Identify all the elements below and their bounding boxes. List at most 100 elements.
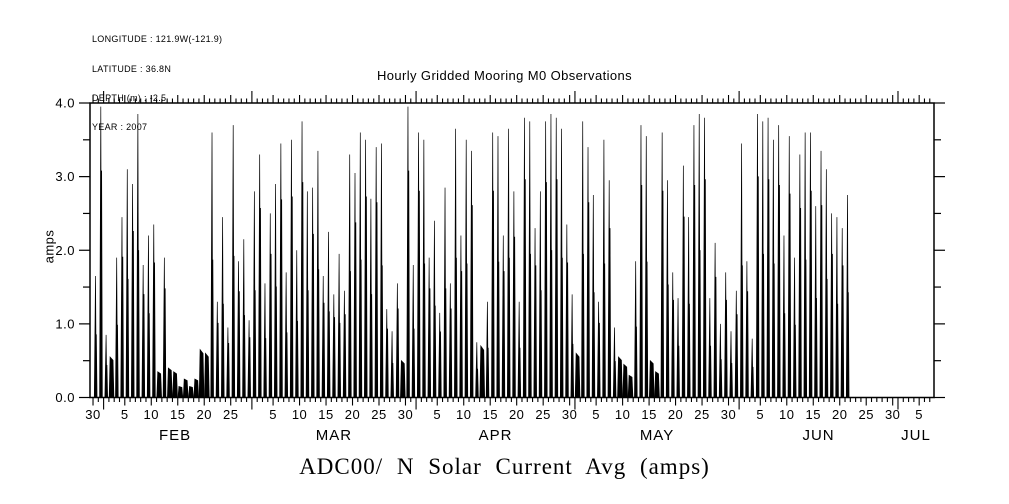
x-tick-label: 10 (615, 407, 630, 422)
data-spike (177, 385, 184, 398)
data-spike (713, 242, 718, 398)
data-spike (718, 323, 723, 398)
data-spike (602, 139, 606, 398)
data-spike (803, 132, 808, 398)
data-spike (607, 180, 612, 398)
data-spike (400, 359, 406, 398)
data-spike (549, 114, 553, 398)
data-spike (295, 250, 299, 398)
data-spike (671, 272, 675, 398)
data-spike (146, 235, 151, 398)
data-spike (787, 136, 792, 398)
data-spike (692, 125, 696, 398)
data-spike (390, 331, 394, 398)
data-spike (740, 143, 744, 398)
month-label: FEB (159, 427, 191, 444)
data-spike (544, 121, 548, 398)
data-spike (622, 363, 628, 398)
data-spike (554, 117, 559, 398)
data-spike (574, 352, 581, 398)
data-spike (221, 217, 225, 398)
data-spike (479, 344, 486, 398)
data-spike (734, 290, 739, 398)
data-spike (204, 352, 210, 398)
data-spike (104, 334, 108, 398)
data-spike (284, 272, 289, 398)
data-spike (99, 106, 103, 398)
metadata-longitude: LONGITUDE : 121.9W(-121.9) (92, 34, 223, 45)
data-spike (263, 283, 267, 398)
data-spike (448, 283, 453, 398)
data-spike (528, 121, 532, 398)
x-tick-label: 30 (562, 407, 577, 422)
data-spike (454, 128, 458, 398)
data-spike (485, 301, 490, 398)
x-tick-label: 20 (345, 407, 360, 422)
data-spike (369, 198, 373, 398)
data-spike (782, 235, 786, 398)
figure-caption: ADC00/ N Solar Current Avg (amps) (299, 454, 710, 479)
x-tick-label: 15 (318, 407, 333, 422)
data-spike (830, 213, 834, 398)
data-spike (681, 165, 686, 398)
month-label: MAY (640, 427, 674, 444)
data-spike (427, 257, 432, 398)
data-spike (332, 294, 336, 398)
x-tick-label: 20 (509, 407, 524, 422)
x-tick-label: 15 (641, 407, 656, 422)
data-spike (591, 195, 596, 398)
x-tick-label: 5 (756, 407, 764, 422)
x-tick-label: 5 (592, 407, 600, 422)
data-spike (273, 183, 278, 398)
x-tick-label: 25 (858, 407, 873, 422)
data-spike (792, 257, 797, 398)
data-spike (422, 139, 426, 398)
data-spike (353, 172, 357, 398)
data-spike (840, 228, 845, 398)
data-spike (627, 374, 634, 398)
x-tick-label: 10 (144, 407, 159, 422)
data-spike (755, 114, 760, 398)
y-tick-label: 4.0 (55, 96, 75, 111)
data-spike (300, 121, 304, 398)
data-spike (242, 239, 246, 398)
data-spike (522, 117, 527, 398)
data-spike (708, 298, 712, 398)
data-spike (236, 261, 241, 398)
x-tick-label: 15 (482, 407, 497, 422)
metadata-year: YEAR : 2007 (92, 121, 148, 132)
data-spike (385, 309, 389, 398)
data-spike (162, 257, 167, 398)
data-spike (665, 180, 670, 398)
data-spike (496, 136, 500, 398)
data-spike (469, 150, 474, 398)
data-spike (305, 191, 310, 398)
metadata-block: LONGITUDE : 121.9W(-121.9) LATITUDE : 36… (92, 16, 222, 152)
data-spike (501, 235, 506, 398)
data-spike (252, 191, 257, 398)
x-tick-label: 5 (433, 407, 441, 422)
data-spike (358, 132, 363, 398)
data-spike (167, 367, 173, 398)
data-spike (750, 338, 755, 398)
data-spike (321, 276, 326, 398)
x-tick-label: 5 (121, 407, 129, 422)
y-tick-label: 1.0 (55, 316, 75, 331)
data-spike (586, 147, 590, 398)
data-spike (835, 217, 839, 398)
data-spike (798, 154, 802, 398)
data-spike (406, 106, 410, 398)
data-spike (771, 139, 776, 398)
data-spike (570, 294, 575, 398)
data-spike (745, 261, 749, 398)
data-spike (125, 169, 130, 398)
data-spike (729, 331, 733, 398)
month-label: JUN (802, 427, 834, 444)
data-spike (156, 371, 162, 398)
data-spike (824, 169, 829, 398)
data-spike (326, 231, 331, 398)
data-spike (337, 253, 342, 398)
data-spike (141, 264, 146, 398)
y-tick-label: 0.0 (55, 390, 75, 405)
